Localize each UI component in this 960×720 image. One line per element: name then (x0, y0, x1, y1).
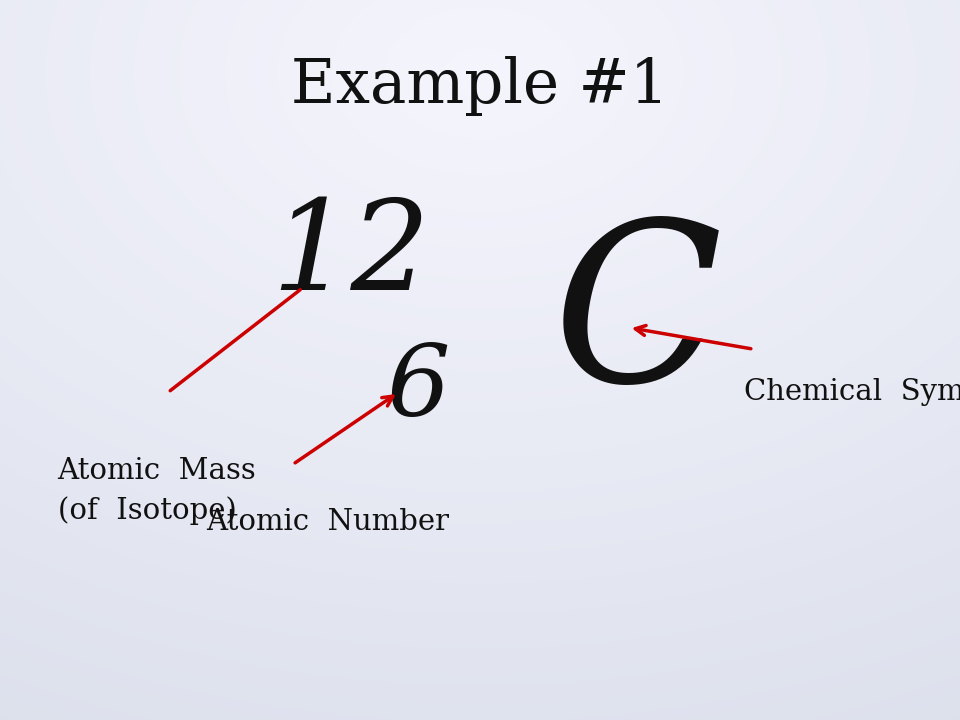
Text: C: C (552, 212, 722, 428)
Text: 12: 12 (271, 195, 430, 316)
Text: Example #1: Example #1 (291, 56, 669, 117)
Text: Atomic  Number: Atomic Number (206, 508, 449, 536)
Text: 6: 6 (386, 341, 449, 436)
Text: Atomic  Mass
(of  Isotope): Atomic Mass (of Isotope) (58, 457, 256, 526)
Text: Chemical  Symbol: Chemical Symbol (744, 379, 960, 406)
